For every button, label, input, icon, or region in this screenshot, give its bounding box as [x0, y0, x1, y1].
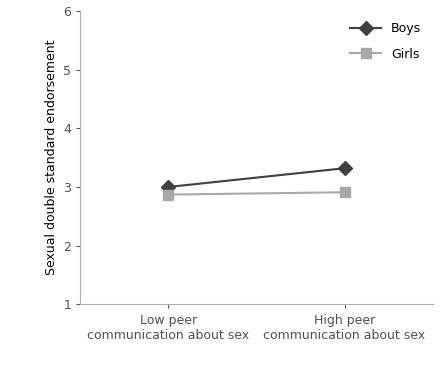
Girls	[166, 193, 171, 197]
Girls	[342, 190, 347, 194]
Y-axis label: Sexual double standard endorsement: Sexual double standard endorsement	[45, 40, 58, 275]
Line: Girls: Girls	[164, 187, 349, 200]
Boys	[342, 166, 347, 170]
Legend: Boys, Girls: Boys, Girls	[345, 17, 426, 66]
Line: Boys: Boys	[164, 163, 349, 192]
Boys	[166, 185, 171, 189]
